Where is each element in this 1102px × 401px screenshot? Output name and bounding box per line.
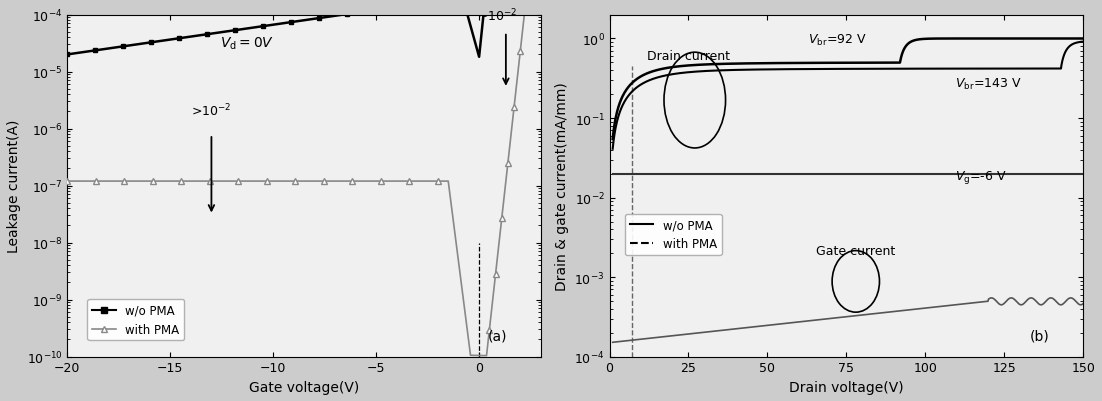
Text: Gate current: Gate current	[817, 244, 896, 257]
X-axis label: Gate voltage(V): Gate voltage(V)	[249, 380, 359, 394]
Text: (b): (b)	[1030, 329, 1050, 343]
Text: $V_{\mathrm{d}}=0$V: $V_{\mathrm{d}}=0$V	[220, 36, 274, 53]
Y-axis label: Drain & gate current(mA/mm): Drain & gate current(mA/mm)	[554, 82, 569, 290]
Text: Drain current: Drain current	[647, 50, 731, 63]
Y-axis label: Leakage current(A): Leakage current(A)	[7, 119, 21, 253]
Legend: w/o PMA, with PMA: w/o PMA, with PMA	[625, 214, 722, 255]
Text: ~10$^{-2}$: ~10$^{-2}$	[477, 8, 518, 24]
Text: (a): (a)	[488, 329, 508, 343]
Text: $V_{\mathrm{br}}$=143 V: $V_{\mathrm{br}}$=143 V	[955, 77, 1022, 92]
Text: >10$^{-2}$: >10$^{-2}$	[192, 103, 231, 119]
Text: $V_{\mathrm{g}}$=-6 V: $V_{\mathrm{g}}$=-6 V	[955, 169, 1007, 186]
Legend: w/o PMA, with PMA: w/o PMA, with PMA	[87, 300, 184, 340]
X-axis label: Drain voltage(V): Drain voltage(V)	[789, 380, 904, 394]
Text: $V_{\mathrm{br}}$=92 V: $V_{\mathrm{br}}$=92 V	[809, 32, 867, 48]
